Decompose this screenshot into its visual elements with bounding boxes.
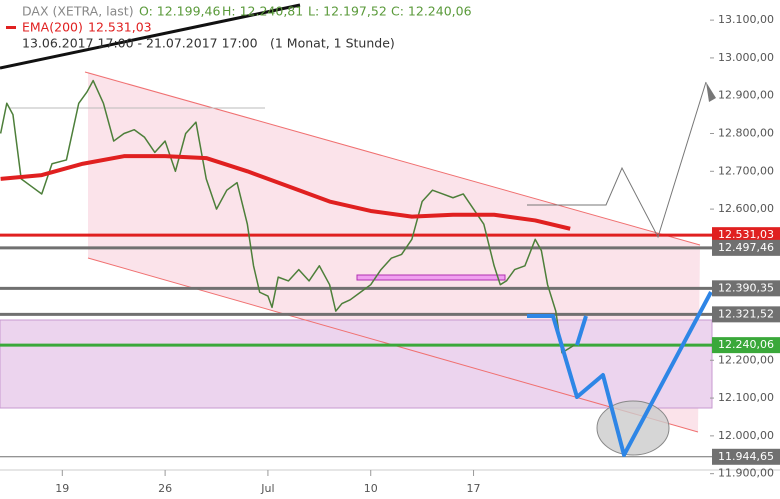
zone-marker xyxy=(356,274,506,281)
y-tick-label: 11.900,00 xyxy=(718,467,774,480)
y-tick-label: 12.800,00 xyxy=(718,127,774,140)
price-label: 11.944,65 xyxy=(718,450,774,463)
price-label: 12.390,35 xyxy=(718,281,774,294)
price-label-box xyxy=(712,280,780,297)
price-label-box xyxy=(712,337,780,354)
price-label: 12.240,06 xyxy=(718,338,774,351)
scenario-path xyxy=(527,81,707,239)
y-tick-label: 12.200,00 xyxy=(718,353,774,366)
price-label-box xyxy=(712,227,780,244)
ema-legend-swatch xyxy=(6,26,16,29)
target-circle xyxy=(596,400,670,456)
ohlc-low: L: 12.197,52 xyxy=(308,4,387,19)
y-tick-label: 12.900,00 xyxy=(718,89,774,102)
forecast-path xyxy=(527,291,713,457)
period: 13.06.2017 17:00 - 21.07.2017 17:00 xyxy=(22,36,258,51)
forecast-tick xyxy=(575,315,588,346)
channel-upper xyxy=(84,71,701,246)
scenario-arrow xyxy=(706,82,716,102)
instrument: DAX (XETRA, last) xyxy=(22,4,134,19)
y-tick-label: 12.600,00 xyxy=(718,202,774,215)
y-tick-label: 12.000,00 xyxy=(718,429,774,442)
x-tick-label: Jul xyxy=(260,482,274,495)
x-tick-label: 17 xyxy=(467,482,481,495)
price-line xyxy=(0,79,575,354)
ema-value: 12.531,03 xyxy=(88,20,152,35)
ohlc-close: C: 12.240,06 xyxy=(391,4,472,19)
resolution: (1 Monat, 1 Stunde) xyxy=(270,36,395,51)
price-label: 12.321,52 xyxy=(718,307,774,320)
x-tick-label: 19 xyxy=(55,482,69,495)
ema-line xyxy=(0,154,571,231)
ohlc-open: O: 12.199,46 xyxy=(139,4,220,19)
target-zone xyxy=(0,319,713,409)
ohlc-high: H: 12.240,81 xyxy=(222,4,303,19)
x-tick-label: 10 xyxy=(364,482,378,495)
price-label: 12.531,03 xyxy=(718,228,774,241)
x-tick-label: 26 xyxy=(158,482,172,495)
y-tick-label: 13.000,00 xyxy=(718,51,774,64)
y-tick-label: 12.100,00 xyxy=(718,391,774,404)
y-tick-label: 13.100,00 xyxy=(718,13,774,26)
ema-legend: EMA(200) xyxy=(22,20,83,35)
price-label-box xyxy=(712,306,780,323)
price-label: 12.497,46 xyxy=(718,241,774,254)
price-label-box xyxy=(712,239,780,256)
price-label-box xyxy=(712,448,780,465)
y-tick-label: 12.700,00 xyxy=(718,164,774,177)
trend-line xyxy=(0,3,301,70)
